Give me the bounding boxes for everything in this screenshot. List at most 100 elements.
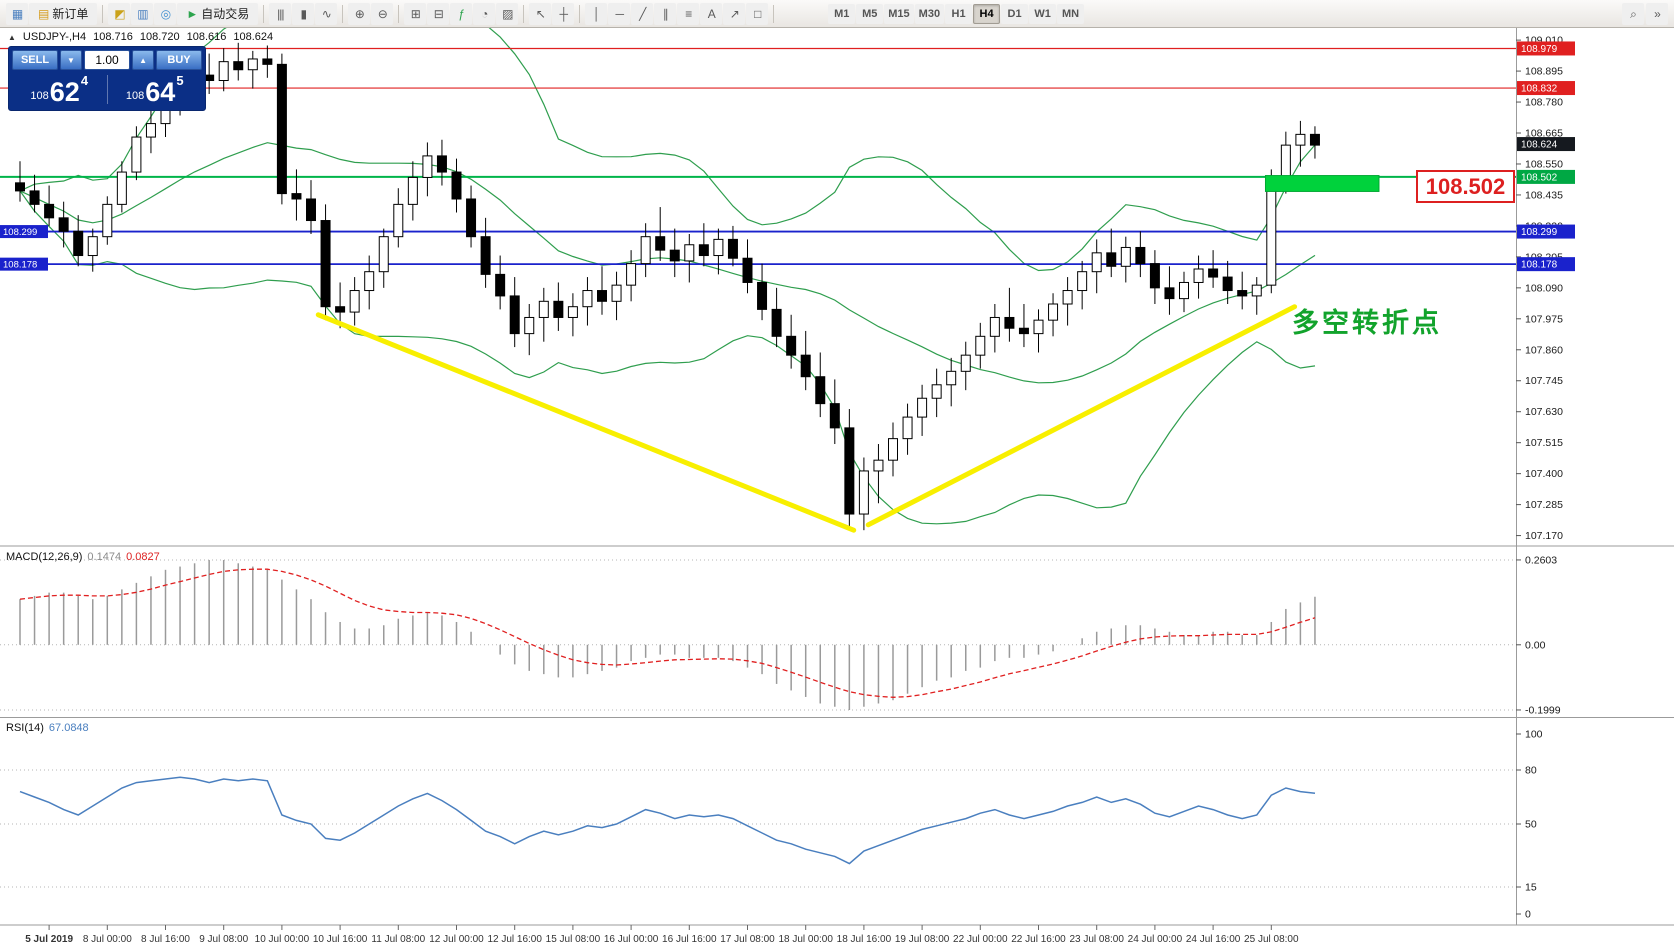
cursor-icon[interactable]: ↖ <box>529 2 552 25</box>
svg-text:108.090: 108.090 <box>1525 282 1563 294</box>
candlestick-chart-icon[interactable]: ▮ <box>292 2 315 25</box>
bollinger-lower-band <box>19 190 1316 525</box>
volume-down-button[interactable]: ▼ <box>60 50 82 70</box>
fibonacci-icon: ≡ <box>685 6 692 21</box>
one-click-trading-panel: SELL ▼ 1.00 ▲ BUY 108 62 4 108 64 5 <box>8 46 206 111</box>
search-icon[interactable]: ⌕ <box>1622 2 1644 25</box>
svg-text:9 Jul 08:00: 9 Jul 08:00 <box>199 934 248 945</box>
fibonacci-icon[interactable]: ≡ <box>677 2 700 25</box>
templates-icon[interactable]: ▨ <box>496 2 519 25</box>
chart-window-icon[interactable]: ▦ <box>6 2 28 25</box>
timeframe-h1-button[interactable]: H1 <box>945 3 973 24</box>
turning-point-annotation[interactable]: 多空转折点 <box>1292 308 1442 338</box>
svg-text:17 Jul 08:00: 17 Jul 08:00 <box>720 934 775 945</box>
green-zone-rectangle[interactable] <box>1264 175 1380 192</box>
indicators-icon[interactable]: ƒ <box>450 2 473 25</box>
navigator-icon[interactable]: ◎ <box>154 2 177 25</box>
collapse-trade-panel-icon[interactable]: ▲ <box>8 32 16 42</box>
svg-text:24 Jul 00:00: 24 Jul 00:00 <box>1128 934 1183 945</box>
uptrend-line[interactable] <box>865 304 1298 528</box>
timeframe-m5-button[interactable]: M5 <box>856 3 884 24</box>
more-tools-icon[interactable]: » <box>1646 2 1668 25</box>
timeframe-w1-button[interactable]: W1 <box>1029 3 1057 24</box>
timeframe-h4-button[interactable]: H4 <box>973 3 1001 24</box>
volume-input[interactable]: 1.00 <box>83 50 131 70</box>
svg-text:8 Jul 16:00: 8 Jul 16:00 <box>141 934 190 945</box>
crosshair-icon: ┼ <box>559 6 568 21</box>
tile-windows-icon[interactable]: ⊞ <box>404 2 427 25</box>
tile-windows-icon: ⊞ <box>410 6 421 21</box>
sell-button[interactable]: SELL <box>12 50 58 70</box>
svg-text:18 Jul 16:00: 18 Jul 16:00 <box>837 934 892 945</box>
buy-button[interactable]: BUY <box>156 50 202 70</box>
svg-text:107.975: 107.975 <box>1525 313 1563 325</box>
macd-name: MACD(12,26,9) <box>6 551 83 563</box>
timeframe-d1-button[interactable]: D1 <box>1001 3 1029 24</box>
channel-icon[interactable]: ∥ <box>654 2 677 25</box>
svg-text:16 Jul 16:00: 16 Jul 16:00 <box>662 934 717 945</box>
zoom-out-icon: ⊖ <box>377 6 388 21</box>
text-icon[interactable]: A <box>700 2 723 25</box>
svg-text:107.170: 107.170 <box>1525 530 1563 542</box>
trendline-icon[interactable]: ╱ <box>631 2 654 25</box>
svg-text:100: 100 <box>1525 729 1543 741</box>
line-chart-icon[interactable]: ∿ <box>315 2 338 25</box>
zoom-in-icon[interactable]: ⊕ <box>348 2 371 25</box>
bar-chart-icon[interactable]: ||| <box>269 2 292 25</box>
timeframe-m15-button[interactable]: M15 <box>884 3 914 24</box>
cascade-windows-icon[interactable]: ⊟ <box>427 2 450 25</box>
macd-signal-line <box>19 568 1316 698</box>
toolbar-separator <box>263 4 265 23</box>
auto-trading-button[interactable]: ► 自动交易 <box>177 2 259 25</box>
svg-text:108.299: 108.299 <box>1521 227 1558 238</box>
toolbar: ▦ ▤ 新订单 ◩ ▥ ◎ ► 自动交易 ||| ▮ ∿ ⊕ ⊖ ⊞ ⊟ ƒ ◔ ▨ ↖ ┼ │ ─ ╱ ∥ ≡ A ↗ □ M1 M5 M… <box>0 0 1674 28</box>
timeframe-m1-button[interactable]: M1 <box>828 3 856 24</box>
periods-icon[interactable]: ◔ <box>473 2 496 25</box>
data-window-icon[interactable]: ▥ <box>131 2 154 25</box>
svg-text:108.832: 108.832 <box>1521 84 1558 95</box>
svg-text:15: 15 <box>1525 882 1537 894</box>
svg-text:18 Jul 00:00: 18 Jul 00:00 <box>778 934 833 945</box>
svg-text:107.515: 107.515 <box>1525 437 1563 449</box>
horizontal-line-icon[interactable]: ─ <box>608 2 631 25</box>
svg-text:11 Jul 08:00: 11 Jul 08:00 <box>371 934 425 945</box>
new-order-button[interactable]: ▤ 新订单 <box>29 2 98 25</box>
chart-area[interactable]: 107.170 107.285 107.400 107.515 107.630 107.7… <box>0 28 1674 949</box>
zoom-out-icon[interactable]: ⊖ <box>371 2 394 25</box>
symbol-ohlc-info: ▲ USDJPY-,H4 108.716 108.720 108.616 108… <box>8 31 273 43</box>
svg-text:108.178: 108.178 <box>1521 260 1558 271</box>
buy-price-sup: 5 <box>176 73 184 88</box>
macd-histogram <box>19 560 1316 710</box>
high-value: 108.720 <box>139 31 180 43</box>
timeframe-m30-button[interactable]: M30 <box>914 3 945 24</box>
toolbar-separator <box>773 4 775 23</box>
auto-trading-button-label: 自动交易 <box>201 7 250 21</box>
new-order-button-label: 新订单 <box>52 7 89 21</box>
svg-text:107.285: 107.285 <box>1525 499 1563 511</box>
timeframe-mn-button[interactable]: MN <box>1057 3 1085 24</box>
templates-icon: ▨ <box>502 6 513 21</box>
price-callout-box[interactable]: 108.502 <box>1416 170 1515 203</box>
price-tags: 108.979 108.832 108.624 108.502 108.299 108.1… <box>1517 41 1575 272</box>
shapes-icon[interactable]: □ <box>746 2 769 25</box>
sell-price: 108 62 4 <box>12 72 107 107</box>
macd-signal-value: 0.0827 <box>126 551 160 563</box>
svg-text:10 Jul 16:00: 10 Jul 16:00 <box>313 934 368 945</box>
macd-indicator-label: MACD(12,26,9) 0.1474 0.0827 <box>6 551 160 563</box>
time-axis[interactable]: 5 Jul 2019 8 Jul 00:00 8 Jul 16:00 9 Jul 08… <box>25 925 1299 945</box>
vertical-line-icon[interactable]: │ <box>585 2 608 25</box>
downtrend-line[interactable] <box>315 312 857 533</box>
price-axis[interactable]: 107.170 107.285 107.400 107.515 107.630 107.7… <box>1516 35 1563 921</box>
svg-text:0.2603: 0.2603 <box>1525 554 1557 566</box>
volume-up-button[interactable]: ▲ <box>132 50 154 70</box>
market-watch-icon[interactable]: ◩ <box>108 2 131 25</box>
arrows-icon: ↗ <box>729 6 740 21</box>
price-divider <box>106 75 108 104</box>
rsi-panel <box>0 769 1516 888</box>
macd-value: 0.1474 <box>87 551 122 563</box>
toolbar-separator <box>102 4 104 23</box>
arrows-icon[interactable]: ↗ <box>723 2 746 25</box>
crosshair-icon[interactable]: ┼ <box>552 2 575 25</box>
buy-price: 108 64 5 <box>108 72 203 107</box>
